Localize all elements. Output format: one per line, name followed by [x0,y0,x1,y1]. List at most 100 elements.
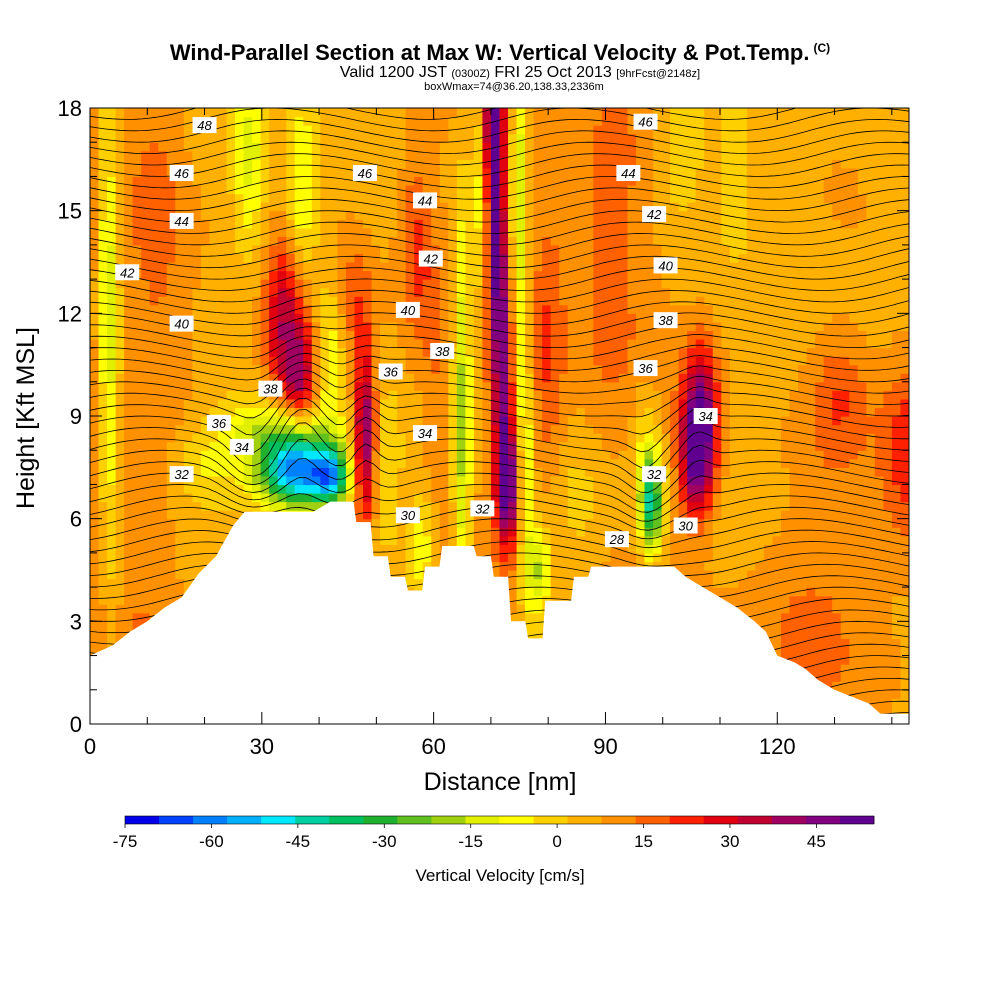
velocity-cell [550,373,560,383]
velocity-cell [107,108,117,118]
velocity-cell [98,433,108,443]
velocity-cell [217,236,228,246]
velocity-cell [388,484,398,494]
velocity-cell [183,108,193,118]
velocity-cell [320,108,330,118]
velocity-cell [448,467,458,477]
velocity-cell [559,339,569,349]
velocity-cell [431,313,441,323]
velocity-cell [525,398,535,409]
velocity-cell [354,236,364,246]
velocity-cell [192,390,202,400]
velocity-cell [277,202,287,212]
velocity-cell [294,159,304,169]
velocity-cell [277,116,287,126]
velocity-cell [175,364,185,374]
velocity-cell [627,193,637,203]
velocity-cell [431,544,441,554]
velocity-cell [124,236,134,246]
velocity-cell [209,398,219,409]
velocity-cell [226,313,236,323]
velocity-cell [269,475,279,486]
velocity-cell [286,313,296,323]
velocity-cell [217,270,228,280]
velocity-cell [209,176,219,186]
velocity-cell [345,167,356,178]
velocity-cell [294,296,304,306]
velocity-cell [183,535,193,545]
velocity-cell [618,381,629,391]
velocity-cell [439,381,449,391]
velocity-cell [525,441,535,451]
velocity-cell [337,108,347,118]
velocity-cell [345,108,356,118]
velocity-cell [439,407,449,417]
velocity-cell [166,424,176,434]
velocity-cell [132,364,142,374]
velocity-cell [567,433,577,443]
velocity-cell [636,313,646,323]
velocity-cell [260,202,270,212]
velocity-cell [183,236,193,246]
velocity-cell [90,604,100,614]
velocity-cell [209,313,219,323]
velocity-cell [559,159,569,169]
velocity-cell [124,373,134,383]
velocity-cell [380,185,390,195]
velocity-cell [490,433,501,443]
velocity-cell [550,133,560,143]
velocity-cell [550,381,560,391]
velocity-cell [269,270,279,280]
velocity-cell [192,202,202,212]
velocity-cell [490,518,501,528]
velocity-cell [456,535,466,545]
velocity-cell [209,270,219,280]
velocity-cell [542,185,552,195]
velocity-cell [584,561,594,571]
velocity-cell [354,484,364,494]
velocity-cell [243,193,253,203]
velocity-cell [397,167,407,178]
velocity-cell [303,330,313,340]
velocity-cell [653,279,663,289]
velocity-cell [286,390,296,400]
velocity-cell [328,244,339,255]
velocity-cell [405,339,415,349]
velocity-cell [98,621,108,631]
velocity-cell [192,356,202,366]
velocity-cell [115,587,125,597]
velocity-cell [260,330,270,340]
velocity-cell [422,450,432,460]
velocity-cell [559,142,569,152]
velocity-cell [439,313,449,323]
velocity-cell [601,304,612,314]
velocity-cell [542,116,552,126]
velocity-cell [192,501,202,511]
velocity-cell [183,373,193,383]
velocity-cell [286,279,296,289]
velocity-cell [132,125,142,135]
velocity-cell [618,244,629,255]
velocity-cell [508,373,518,383]
velocity-cell [567,364,577,374]
velocity-cell [448,304,458,314]
velocity-cell [439,150,449,160]
velocity-cell [226,424,236,434]
velocity-cell [576,518,586,528]
velocity-cell [610,544,620,554]
velocity-cell [149,339,159,349]
velocity-cell [473,356,484,366]
velocity-cell [124,612,134,622]
velocity-cell [277,475,287,486]
velocity-cell [217,433,228,443]
velocity-cell [107,321,117,332]
velocity-cell [132,185,142,195]
velocity-cell [644,552,654,563]
velocity-cell [567,347,577,357]
velocity-cell [636,458,646,468]
velocity-cell [252,475,262,486]
velocity-cell [465,219,475,229]
velocity-cell [627,381,637,391]
velocity-cell [550,150,560,160]
velocity-cell [149,484,159,494]
